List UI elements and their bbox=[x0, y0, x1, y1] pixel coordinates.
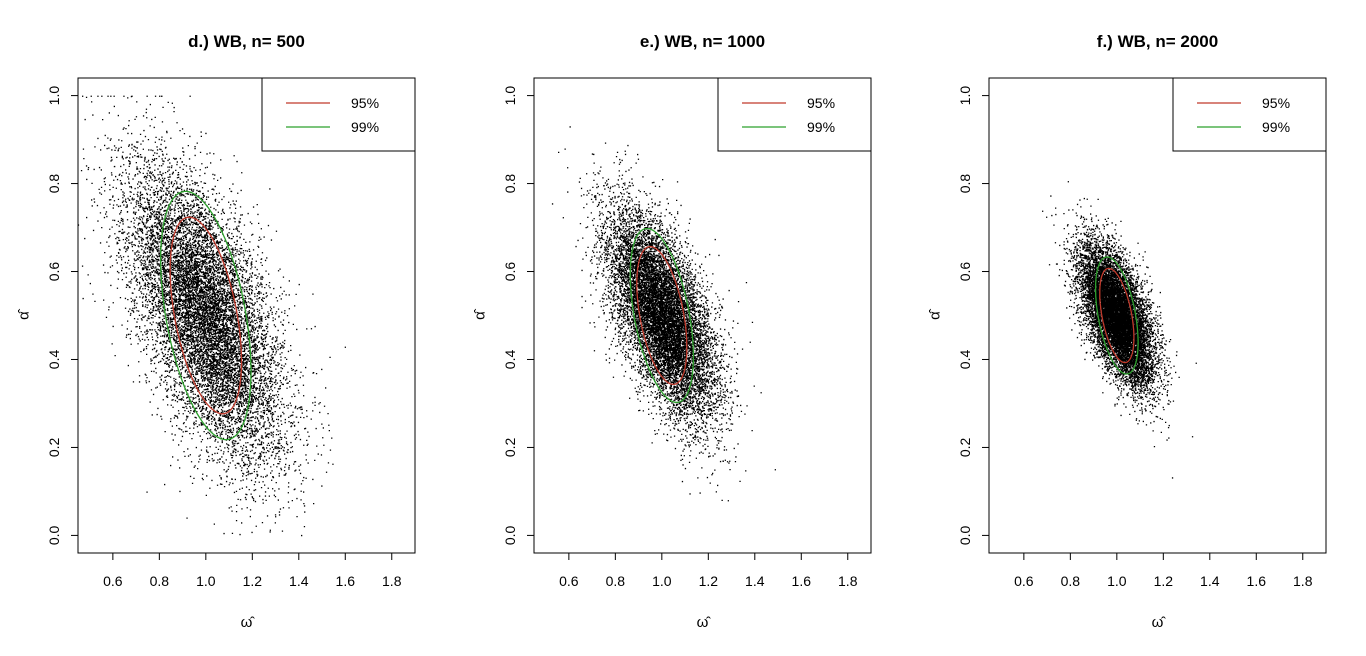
y-tick-label: 0.6 bbox=[46, 262, 62, 282]
x-tick-label: 1.8 bbox=[1293, 573, 1313, 589]
y-tick-label: 1.0 bbox=[502, 86, 518, 106]
x-tick-label: 0.8 bbox=[150, 573, 170, 589]
ellipse-99pct bbox=[160, 190, 252, 441]
y-tick-label: 0.8 bbox=[46, 174, 62, 194]
y-tick-label: 0.8 bbox=[957, 174, 973, 194]
legend: 95% 99% bbox=[1172, 77, 1327, 152]
legend-box bbox=[717, 77, 872, 152]
y-tick-label: 0.0 bbox=[46, 525, 62, 545]
legend-label: 99% bbox=[1262, 119, 1290, 135]
ellipse-99pct bbox=[629, 227, 695, 404]
x-tick-label: 1.4 bbox=[1200, 573, 1220, 589]
x-tick-label: 1.0 bbox=[652, 573, 672, 589]
y-axis-label: α̂ bbox=[472, 308, 489, 320]
x-axis-label: ω̂ bbox=[241, 614, 256, 631]
y-axis: 0.0 0.2 0.4 0.6 0.8 1.0 α̂ bbox=[927, 86, 990, 545]
ellipse-95pct bbox=[636, 245, 688, 386]
chart-title: e.) WB, n= 1000 bbox=[640, 32, 765, 51]
y-tick-label: 1.0 bbox=[957, 86, 973, 106]
x-tick-label: 1.6 bbox=[1247, 573, 1267, 589]
legend: 95% 99% bbox=[261, 77, 416, 152]
y-axis: 0.0 0.2 0.4 0.6 0.8 1.0 α̂ bbox=[472, 86, 535, 545]
x-tick-label: 1.4 bbox=[745, 573, 765, 589]
x-tick-label: 1.2 bbox=[243, 573, 263, 589]
x-tick-label: 1.0 bbox=[196, 573, 216, 589]
y-tick-label: 0.6 bbox=[957, 262, 973, 282]
y-tick-label: 0.0 bbox=[957, 525, 973, 545]
y-axis-label: α̂ bbox=[16, 308, 33, 320]
x-tick-label: 0.6 bbox=[103, 573, 123, 589]
ellipse-95pct bbox=[1099, 267, 1135, 364]
legend-label: 99% bbox=[807, 119, 835, 135]
x-tick-label: 1.6 bbox=[792, 573, 812, 589]
x-tick-label: 1.8 bbox=[838, 573, 858, 589]
y-tick-label: 0.4 bbox=[46, 350, 62, 370]
x-axis: 0.6 0.8 1.0 1.2 1.4 1.6 1.8 ω̂ bbox=[103, 552, 402, 631]
legend-label: 95% bbox=[351, 95, 379, 111]
y-tick-label: 0.2 bbox=[502, 438, 518, 458]
legend-box bbox=[261, 77, 416, 152]
x-axis-label: ω̂ bbox=[697, 614, 712, 631]
legend-label: 95% bbox=[807, 95, 835, 111]
panel-1: d.) WB, n= 500 0.6 0.8 1.0 1.2 1.4 1.6 1.8 ω̂ 0.0… bbox=[16, 32, 416, 631]
scatter-points bbox=[551, 126, 776, 502]
x-axis: 0.6 0.8 1.0 1.2 1.4 1.6 1.8 ω̂ bbox=[1014, 552, 1313, 631]
y-tick-label: 0.8 bbox=[502, 174, 518, 194]
chart-title: d.) WB, n= 500 bbox=[188, 32, 305, 51]
y-tick-label: 0.0 bbox=[502, 525, 518, 545]
x-tick-label: 0.8 bbox=[606, 573, 626, 589]
y-tick-label: 0.2 bbox=[957, 438, 973, 458]
x-axis: 0.6 0.8 1.0 1.2 1.4 1.6 1.8 ω̂ bbox=[559, 552, 858, 631]
x-tick-label: 1.4 bbox=[289, 573, 309, 589]
legend-label: 99% bbox=[351, 119, 379, 135]
y-tick-label: 1.0 bbox=[46, 86, 62, 106]
ellipse-95pct bbox=[169, 216, 243, 415]
legend-box bbox=[1172, 77, 1327, 152]
scatter-points bbox=[78, 95, 346, 537]
scatter-points bbox=[1042, 181, 1197, 479]
y-axis: 0.0 0.2 0.4 0.6 0.8 1.0 α̂ bbox=[16, 86, 79, 545]
y-axis-label: α̂ bbox=[927, 308, 944, 320]
y-tick-label: 0.2 bbox=[46, 438, 62, 458]
x-tick-label: 0.8 bbox=[1061, 573, 1081, 589]
x-tick-label: 1.8 bbox=[382, 573, 402, 589]
x-tick-label: 0.6 bbox=[559, 573, 579, 589]
y-tick-label: 0.4 bbox=[957, 350, 973, 370]
y-tick-label: 0.4 bbox=[502, 350, 518, 370]
x-tick-label: 1.6 bbox=[336, 573, 356, 589]
x-tick-label: 1.2 bbox=[1154, 573, 1174, 589]
x-tick-label: 1.0 bbox=[1107, 573, 1127, 589]
legend: 95% 99% bbox=[717, 77, 872, 152]
chart-title: f.) WB, n= 2000 bbox=[1097, 32, 1218, 51]
y-tick-label: 0.6 bbox=[502, 262, 518, 282]
x-tick-label: 0.6 bbox=[1014, 573, 1034, 589]
x-axis-label: ω̂ bbox=[1152, 614, 1167, 631]
ellipse-99pct bbox=[1094, 256, 1139, 375]
x-tick-label: 1.2 bbox=[699, 573, 719, 589]
legend-label: 95% bbox=[1262, 95, 1290, 111]
